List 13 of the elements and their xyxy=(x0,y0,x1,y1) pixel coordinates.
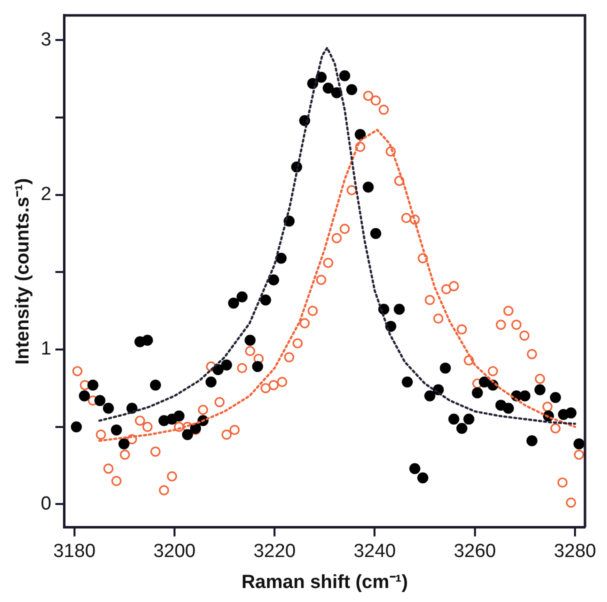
x-tick-label: 3220 xyxy=(253,541,296,562)
x-tick-label: 3240 xyxy=(354,541,396,562)
y-tick-label: 1 xyxy=(40,338,52,360)
y-tick-label: 3 xyxy=(40,29,52,50)
x-tick-label: 3180 xyxy=(53,541,96,562)
y-tick-label: 0 xyxy=(40,493,52,514)
x-tick-label: 3280 xyxy=(554,541,596,562)
x-tick-label: 3200 xyxy=(153,541,196,562)
x-tick-label: 3260 xyxy=(454,541,496,562)
x-axis-title: Raman shift (cm⁻¹) xyxy=(241,572,408,593)
y-tick-label: 2 xyxy=(40,184,52,206)
y-axis-title: Intensity (counts.s⁻¹) xyxy=(12,178,34,365)
line-series xyxy=(98,46,576,425)
